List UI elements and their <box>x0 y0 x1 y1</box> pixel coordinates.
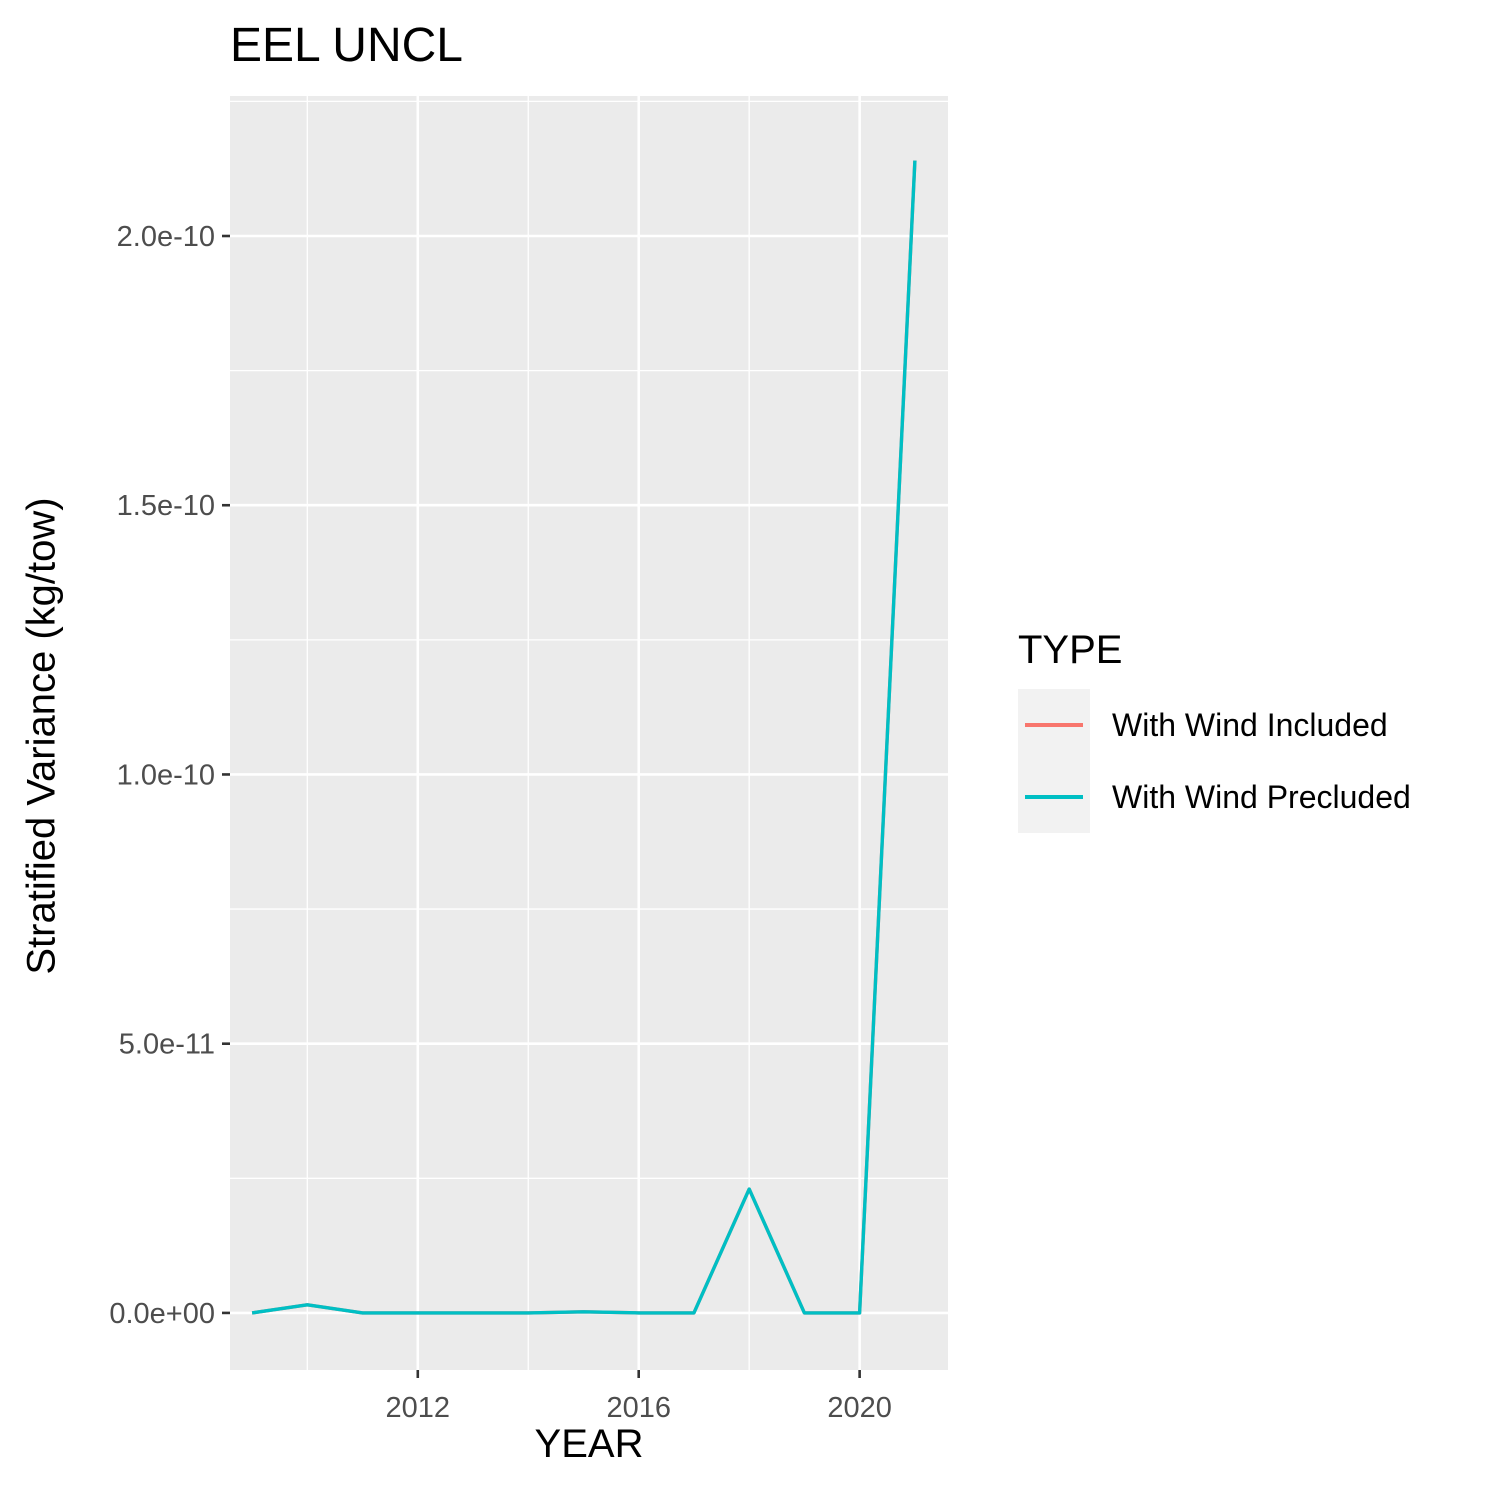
legend-key <box>1018 689 1090 761</box>
y-tick-label: 5.0e-11 <box>119 1029 215 1061</box>
legend-key <box>1018 761 1090 833</box>
legend-item-with-wind-included: With Wind Included <box>1018 689 1411 761</box>
x-tick-label: 2016 <box>606 1392 671 1424</box>
y-tick-label: 1.5e-10 <box>117 490 215 522</box>
y-axis-label: Stratified Variance (kg/tow) <box>19 497 64 975</box>
legend-swatch-precluded <box>1025 795 1083 799</box>
x-tick-label: 2020 <box>827 1392 892 1424</box>
legend-swatch-included <box>1025 723 1083 727</box>
y-tick-label: 0.0e+00 <box>109 1298 215 1330</box>
legend-label: With Wind Included <box>1112 706 1388 743</box>
chart-title: EEL UNCL <box>230 19 463 72</box>
y-tick-label: 1.0e-10 <box>117 759 215 791</box>
legend-label: With Wind Precluded <box>1112 778 1411 815</box>
y-tick-label: 2.0e-10 <box>117 221 215 253</box>
x-tick-label: 2012 <box>386 1392 451 1424</box>
minor-grid <box>230 96 948 1370</box>
legend: TYPE With Wind Included With Wind Preclu… <box>1018 628 1411 833</box>
series-line-with-wind-precluded <box>251 160 917 1315</box>
series-layer <box>251 160 917 1315</box>
legend-title: TYPE <box>1018 628 1123 672</box>
x-axis-label: YEAR <box>534 1422 644 1466</box>
plot-panel <box>230 96 948 1370</box>
axis-ticks <box>222 234 861 1378</box>
legend-item-with-wind-precluded: With Wind Precluded <box>1018 761 1411 833</box>
major-grid <box>230 96 948 1370</box>
tick-labels: 2012 2016 2020 0.0e+00 5.0e-11 1.0e-10 1.5e-10… <box>109 221 892 1424</box>
